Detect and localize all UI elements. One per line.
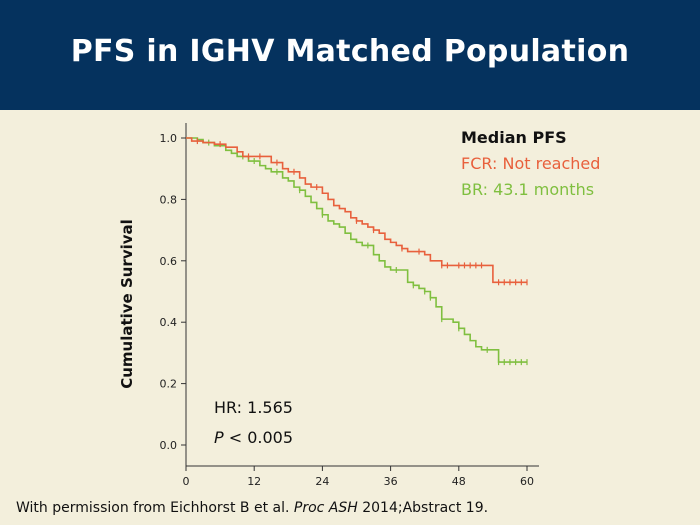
x-tick-label: 48 [452, 475, 466, 488]
hazard-ratio-annotation: HR: 1.565 [214, 398, 293, 417]
x-tick-label: 0 [183, 475, 190, 488]
citation-footer: With permission from Eichhorst B et al. … [16, 500, 488, 516]
y-axis-label: Cumulative Survival [118, 219, 136, 389]
citation-suffix: 2014;Abstract 19. [357, 500, 489, 516]
p-symbol: P [214, 428, 224, 447]
slide-title: PFS in IGHV Matched Population [70, 34, 630, 69]
x-tick-label: 36 [384, 475, 398, 488]
legend-entry-br: BR: 43.1 months [461, 180, 595, 199]
y-tick-label: 1.0 [160, 132, 178, 145]
x-tick-label: 12 [247, 475, 261, 488]
x-tick-label: 60 [520, 475, 534, 488]
y-tick-label: 0.8 [160, 193, 178, 206]
y-tick-label: 0.0 [160, 439, 178, 452]
y-tick-label: 0.6 [160, 255, 178, 268]
y-tick-label: 0.4 [160, 316, 178, 329]
fcr-curve [186, 137, 527, 284]
br-curve [186, 137, 527, 363]
citation-journal: Proc ASH [293, 500, 358, 516]
legend-title: Median PFS [461, 128, 567, 147]
x-tick-label: 24 [315, 475, 329, 488]
title-banner [0, 0, 700, 110]
p-value-annotation: P < 0.005 [214, 428, 293, 447]
p-value: < 0.005 [223, 428, 294, 447]
citation-prefix: With permission from Eichhorst B et al. [16, 500, 294, 516]
y-tick-label: 0.2 [160, 378, 178, 391]
legend-entry-fcr: FCR: Not reached [461, 154, 601, 173]
